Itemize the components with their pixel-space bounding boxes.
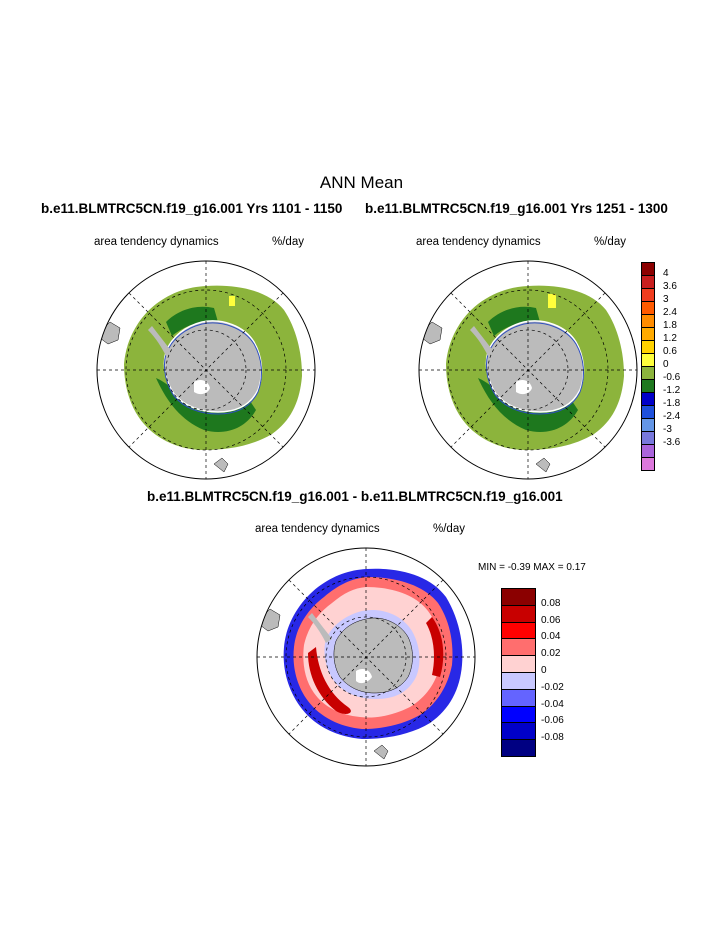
diff-colorbar-box — [501, 655, 536, 673]
main-colorbar-label: -3 — [663, 424, 672, 435]
diff-colorbar-label: 0.04 — [541, 631, 561, 643]
main-colorbar-label: 1.8 — [663, 320, 677, 331]
panel1-case-title: b.e11.BLMTRC5CN.f19_g16.001 Yrs 1101 - 1… — [41, 201, 343, 216]
main-colorbar-label: 1.2 — [663, 333, 677, 344]
main-colorbar-box — [641, 392, 655, 406]
diff-colorbar-box — [501, 588, 536, 606]
main-colorbar-box — [641, 301, 655, 315]
diff-colorbar-box — [501, 621, 536, 640]
main-colorbar-label: 0 — [663, 359, 669, 370]
diff-colorbar-label: -0.06 — [541, 715, 564, 727]
diff-colorbar-label: 0.08 — [541, 597, 561, 609]
panel1-polar-map — [96, 260, 316, 480]
main-colorbar-label: -2.4 — [663, 411, 681, 422]
panel2-units-label: %/day — [594, 236, 626, 248]
main-colorbar-box — [641, 379, 655, 393]
panel2-case-title: b.e11.BLMTRC5CN.f19_g16.001 Yrs 1251 - 1… — [365, 201, 668, 216]
main-colorbar-box — [641, 288, 655, 302]
main-colorbar-box — [641, 457, 655, 471]
diff-colorbar-label: -0.02 — [541, 681, 564, 693]
main-colorbar-label: -3.6 — [663, 437, 681, 448]
diff-colorbar-box — [501, 739, 536, 757]
diff-colorbar-box — [501, 688, 536, 707]
panel2-polar-map — [418, 260, 638, 480]
diff-colorbar-box — [501, 638, 536, 657]
main-colorbar-box — [641, 275, 655, 289]
diff-colorbar-label: -0.04 — [541, 698, 564, 710]
main-colorbar-label: -1.2 — [663, 385, 681, 396]
main-colorbar-label: 3.6 — [663, 281, 677, 292]
panel1-left-label: area tendency dynamics — [94, 236, 219, 248]
main-colorbar-box — [641, 327, 655, 341]
main-colorbar-label: 3 — [663, 294, 669, 305]
diff-left-label: area tendency dynamics — [255, 523, 380, 535]
figure-title: ANN Mean — [319, 173, 404, 192]
diff-colorbar-box — [501, 604, 536, 623]
main-colorbar-box — [641, 444, 655, 458]
diff-polar-map — [256, 547, 476, 767]
diff-colorbar-box — [501, 705, 536, 724]
diff-colorbar-box — [501, 672, 536, 690]
main-colorbar-box — [641, 418, 655, 432]
main-colorbar-label: 2.4 — [663, 307, 677, 318]
main-colorbar-box — [641, 262, 655, 276]
main-colorbar-label: -0.6 — [663, 372, 681, 383]
diff-colorbar-label: 0.02 — [541, 648, 561, 660]
diff-colorbar-label: -0.08 — [541, 732, 564, 744]
panel1-units-label: %/day — [272, 236, 304, 248]
main-colorbar-label: -1.8 — [663, 398, 681, 409]
panel2-left-label: area tendency dynamics — [416, 236, 541, 248]
diff-colorbar-box — [501, 722, 536, 741]
main-colorbar-label: 0.6 — [663, 346, 677, 357]
diff-min-max: MIN = -0.39 MAX = 0.17 — [478, 562, 586, 573]
diff-units-label: %/day — [433, 523, 465, 535]
main-colorbar-box — [641, 366, 655, 380]
diff-colorbar-label: 0.06 — [541, 614, 561, 626]
main-colorbar-box — [641, 314, 655, 328]
diff-colorbar-label: 0 — [541, 665, 547, 676]
main-colorbar-box — [641, 340, 655, 354]
diff-case-title: b.e11.BLMTRC5CN.f19_g16.001 - b.e11.BLMT… — [147, 489, 563, 504]
main-colorbar-box — [641, 431, 655, 445]
main-colorbar-box — [641, 353, 655, 367]
main-colorbar-label: 4 — [663, 268, 669, 279]
main-colorbar-box — [641, 405, 655, 419]
